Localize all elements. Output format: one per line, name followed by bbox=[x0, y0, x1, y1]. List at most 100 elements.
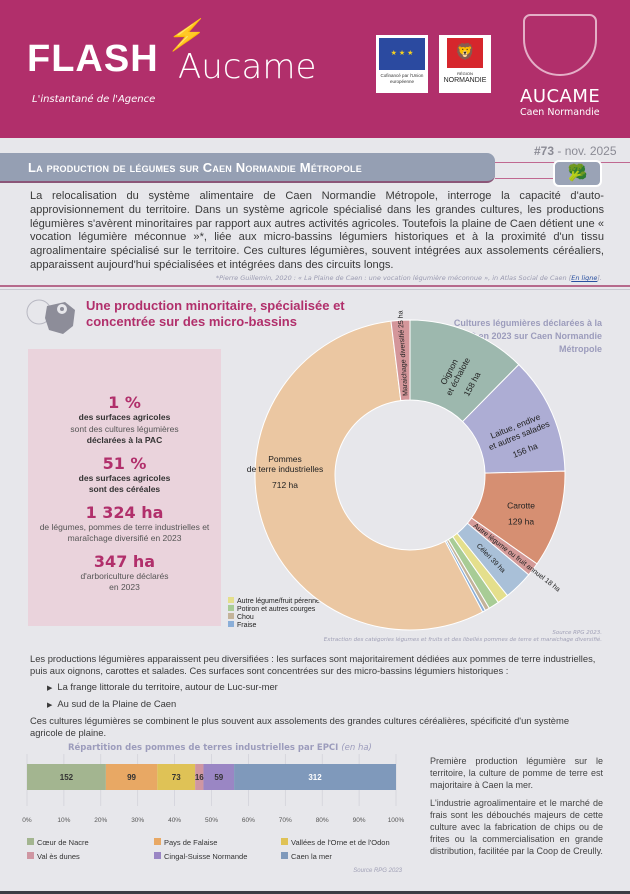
stacked-bar-chart: 0% 10% 20% 30% 40% 50% 60% 70% 80% 90% 100% 152 Cœur… bbox=[22, 754, 405, 874]
bar-source: Source RPG 2023 bbox=[353, 868, 402, 874]
bar-title-unit: (en ha) bbox=[341, 743, 372, 753]
kpi-value: 51 % bbox=[102, 453, 147, 473]
donut-label: Fraise bbox=[237, 622, 257, 629]
bar-segment bbox=[105, 764, 158, 790]
body-paragraph: Les productions légumières apparaissent … bbox=[30, 653, 596, 677]
legend-label: Vallées de l'Orne et de l'Odon bbox=[291, 838, 390, 847]
legend-swatch bbox=[27, 852, 34, 859]
legend-swatch bbox=[154, 838, 161, 845]
body-text: Les productions légumières apparaissent … bbox=[30, 653, 604, 740]
bar-segment bbox=[195, 764, 204, 790]
tick-label: 30% bbox=[131, 817, 144, 824]
title-bar: La production de légumes sur Caen Norman… bbox=[0, 153, 495, 183]
region-name: NORMANDIE bbox=[443, 77, 487, 84]
issue-info: #73 - nov. 2025 bbox=[534, 144, 617, 158]
bullet-item: La frange littorale du territoire, autou… bbox=[30, 681, 604, 695]
kpi-l1: des surfaces agricoles bbox=[78, 472, 171, 483]
legend-swatch bbox=[228, 605, 234, 611]
section-title: Une production minoritaire, spécialisée … bbox=[86, 298, 345, 329]
region-small: RÉGION bbox=[457, 71, 473, 76]
tick-label: 60% bbox=[242, 817, 255, 824]
donut-source-text: Source RPG 2023. bbox=[552, 630, 602, 636]
legend-swatch bbox=[228, 613, 234, 619]
section-divider bbox=[0, 289, 630, 290]
flash-wordmark: FLASH bbox=[27, 38, 159, 80]
donut-label: Chou bbox=[237, 614, 254, 621]
side-paragraph: Première production légumière sur le ter… bbox=[430, 756, 603, 790]
tick-label: 50% bbox=[205, 817, 218, 824]
kpi-l2: sont des cultures légumières bbox=[70, 423, 179, 434]
divider bbox=[495, 178, 553, 179]
donut-note: Extraction des catégories légumes et fru… bbox=[323, 637, 602, 643]
citation: *Pierre Guillemin, 2020 : « La Plaine de… bbox=[216, 274, 602, 282]
issue-date: - nov. 2025 bbox=[554, 144, 617, 158]
bar-segment bbox=[157, 764, 196, 790]
legend-label: Val ès dunes bbox=[37, 852, 80, 861]
eu-flag-icon: ★ ★ ★ bbox=[379, 38, 425, 70]
kpi-l1: des surfaces agricoles bbox=[78, 412, 171, 422]
tick-label: 10% bbox=[57, 817, 70, 824]
legend-label: Caen la mer bbox=[291, 852, 332, 861]
kpi-value: 1 324 ha bbox=[85, 502, 164, 522]
legend-label: Cingal-Suisse Normande bbox=[164, 852, 247, 861]
citation-end: ]. bbox=[597, 274, 602, 282]
legend-swatch bbox=[228, 621, 234, 627]
donut-slice bbox=[390, 319, 411, 402]
legend-label: Cœur de Nacre bbox=[37, 838, 89, 847]
legend-swatch bbox=[228, 597, 234, 603]
bar-value-label: 99 bbox=[127, 773, 136, 782]
tick-label: 0% bbox=[22, 817, 32, 824]
legend-swatch bbox=[27, 838, 34, 845]
donut-label: Pommes de terre industrielles 712 ha bbox=[247, 454, 324, 490]
eu-logo: ★ ★ ★ Cofinancé par l'Union européenne bbox=[376, 35, 428, 93]
kpi-value: 1 % bbox=[108, 393, 141, 412]
vegetable-icon: 🥦 bbox=[553, 160, 602, 187]
tick-label: 20% bbox=[94, 817, 107, 824]
eu-logo-text: Cofinancé par l'Union européenne bbox=[380, 73, 424, 84]
legend-swatch bbox=[154, 852, 161, 859]
tick-label: 40% bbox=[168, 817, 181, 824]
bar-value-label: 16 bbox=[195, 773, 204, 782]
bar-value-label: 312 bbox=[308, 773, 322, 782]
page-title: La production de légumes sur Caen Norman… bbox=[28, 160, 362, 175]
normandy-leopards-icon: 🦁 bbox=[447, 38, 483, 68]
section-divider bbox=[0, 285, 630, 287]
tick-label: 100% bbox=[388, 817, 405, 824]
kpi-panel: 1 % des surfaces agricoles sont des cultu… bbox=[28, 349, 221, 626]
donut-label: Autre légume/fruit pérenne bbox=[237, 598, 320, 605]
legend-swatch bbox=[281, 852, 288, 859]
kpi-label: des surfaces agricoles sont des céréales bbox=[28, 473, 221, 496]
donut-label: Carotte 129 ha bbox=[507, 501, 535, 527]
region-normandie-logo: 🦁 RÉGION NORMANDIE bbox=[439, 35, 491, 93]
region-logo-text: RÉGION NORMANDIE bbox=[439, 71, 491, 84]
bar-segment bbox=[27, 764, 106, 790]
body-paragraph: Ces cultures légumières se combinent le … bbox=[30, 715, 570, 739]
bar-title-text: Répartition des pommes de terres industr… bbox=[68, 743, 339, 753]
donut-title: Cultures légumières déclarées à la PAC e… bbox=[453, 318, 602, 354]
tagline: L'instantané de l'Agence bbox=[32, 94, 156, 105]
aucame-wordmark: Aucame bbox=[178, 47, 317, 87]
issue-number: #73 bbox=[534, 144, 555, 158]
agency-city: Caen Normandie bbox=[520, 107, 600, 118]
kpi-l3: sont des céréales bbox=[88, 484, 161, 494]
donut-label: Potiron et autres courges bbox=[237, 606, 316, 613]
legend-swatch bbox=[281, 838, 288, 845]
kpi-label: d'arboriculture déclarés en 2023 bbox=[80, 570, 169, 593]
kpi-label: des surfaces agricoles sont des cultures … bbox=[28, 412, 221, 447]
kpi-l3: déclarées à la PAC bbox=[86, 435, 163, 445]
bar-chart-title: Répartition des pommes de terres industr… bbox=[68, 743, 372, 753]
bar-segment bbox=[234, 764, 396, 790]
bullet-item: Au sud de la Plaine de Caen bbox=[30, 698, 604, 712]
online-link[interactable]: En ligne bbox=[571, 274, 598, 282]
tick-label: 80% bbox=[316, 817, 329, 824]
tick-label: 90% bbox=[353, 817, 366, 824]
bar-value-label: 73 bbox=[172, 773, 181, 782]
side-text: Première production légumière sur le ter… bbox=[430, 755, 603, 863]
kpi-label: de légumes, pommes de terre industrielle… bbox=[39, 521, 210, 544]
agency-name: AUCAME bbox=[520, 86, 601, 107]
footer-bar bbox=[0, 891, 630, 894]
kpi-value: 347 ha bbox=[93, 551, 156, 571]
donut-source: Source RPG 2023. Extraction des catégorie… bbox=[324, 630, 602, 644]
citation-text: *Pierre Guillemin, 2020 : « La Plaine de… bbox=[215, 274, 572, 282]
